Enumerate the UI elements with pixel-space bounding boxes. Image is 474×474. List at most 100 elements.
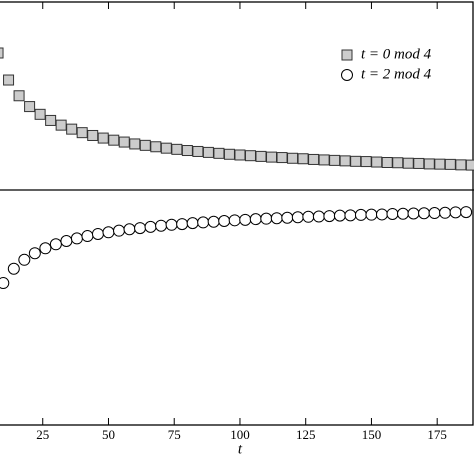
marker: [102, 226, 115, 239]
marker: [49, 238, 62, 251]
marker: [413, 157, 425, 169]
marker: [176, 218, 189, 231]
marker: [339, 155, 351, 167]
marker: [192, 145, 204, 157]
legend-label: t = 0 mod 4: [361, 46, 432, 62]
marker: [439, 206, 452, 219]
marker: [434, 158, 446, 170]
marker: [160, 142, 172, 154]
marker: [255, 150, 267, 162]
marker: [87, 129, 99, 141]
marker: [165, 218, 178, 231]
marker: [381, 157, 393, 169]
marker: [375, 208, 388, 221]
marker: [207, 215, 220, 228]
marker: [270, 212, 283, 225]
marker: [118, 136, 130, 148]
marker: [76, 127, 88, 139]
marker: [302, 210, 315, 223]
marker: [155, 219, 168, 232]
marker: [223, 148, 235, 160]
marker: [428, 207, 441, 220]
marker: [239, 213, 252, 226]
x-tick-label: 175: [427, 427, 447, 442]
marker: [397, 207, 409, 220]
marker: [260, 212, 273, 225]
marker: [91, 227, 104, 240]
marker: [297, 153, 309, 165]
marker: [45, 114, 57, 126]
marker: [66, 123, 78, 135]
legend-marker: [341, 69, 353, 81]
marker: [318, 154, 330, 166]
marker: [360, 156, 372, 168]
x-tick-label: 50: [102, 427, 115, 442]
marker: [455, 159, 467, 171]
marker: [139, 139, 151, 151]
marker: [308, 153, 320, 165]
marker: [144, 220, 157, 233]
marker: [113, 224, 125, 237]
marker: [34, 108, 46, 120]
marker: [244, 150, 256, 162]
marker: [134, 222, 147, 235]
marker: [24, 101, 36, 113]
marker: [13, 90, 25, 102]
marker: [108, 134, 120, 146]
marker: [70, 232, 83, 245]
marker: [266, 151, 278, 163]
marker: [18, 253, 31, 266]
marker: [3, 74, 15, 86]
marker: [39, 242, 52, 255]
plot-frame: [0, 1, 474, 426]
marker: [81, 230, 94, 243]
x-tick-label: 100: [230, 427, 250, 442]
marker: [354, 208, 367, 221]
marker: [197, 216, 210, 229]
marker: [150, 141, 162, 153]
marker: [28, 247, 41, 260]
marker: [444, 158, 456, 170]
marker: [55, 119, 67, 131]
marker: [186, 217, 199, 230]
marker: [291, 211, 304, 224]
x-tick-label: 125: [296, 427, 316, 442]
marker: [202, 146, 214, 158]
marker: [371, 156, 383, 168]
marker: [392, 157, 404, 169]
x-tick-label: 75: [168, 427, 181, 442]
x-tick-label: 150: [362, 427, 382, 442]
marker: [386, 207, 399, 220]
marker: [228, 214, 241, 227]
marker: [171, 143, 183, 155]
legend-label: t = 2 mod 4: [361, 66, 432, 82]
marker: [276, 152, 288, 164]
marker: [344, 209, 357, 222]
marker: [333, 209, 346, 222]
marker: [323, 210, 336, 223]
marker: [350, 155, 362, 167]
x-tick-label: 25: [36, 427, 49, 442]
marker: [423, 158, 435, 170]
legend-marker: [341, 49, 353, 61]
marker: [402, 157, 414, 169]
marker: [0, 277, 10, 290]
marker: [460, 206, 473, 219]
marker: [249, 213, 262, 226]
marker: [97, 132, 109, 144]
marker: [465, 159, 474, 171]
marker: [329, 154, 341, 166]
marker: [312, 210, 325, 223]
marker: [218, 215, 231, 228]
marker: [418, 207, 431, 220]
marker: [234, 149, 246, 161]
marker: [407, 207, 420, 220]
marker: [7, 262, 20, 275]
marker: [60, 234, 73, 247]
marker: [365, 208, 378, 221]
marker: [213, 147, 225, 159]
marker: [0, 47, 4, 59]
marker: [449, 206, 462, 219]
marker: [281, 211, 294, 224]
